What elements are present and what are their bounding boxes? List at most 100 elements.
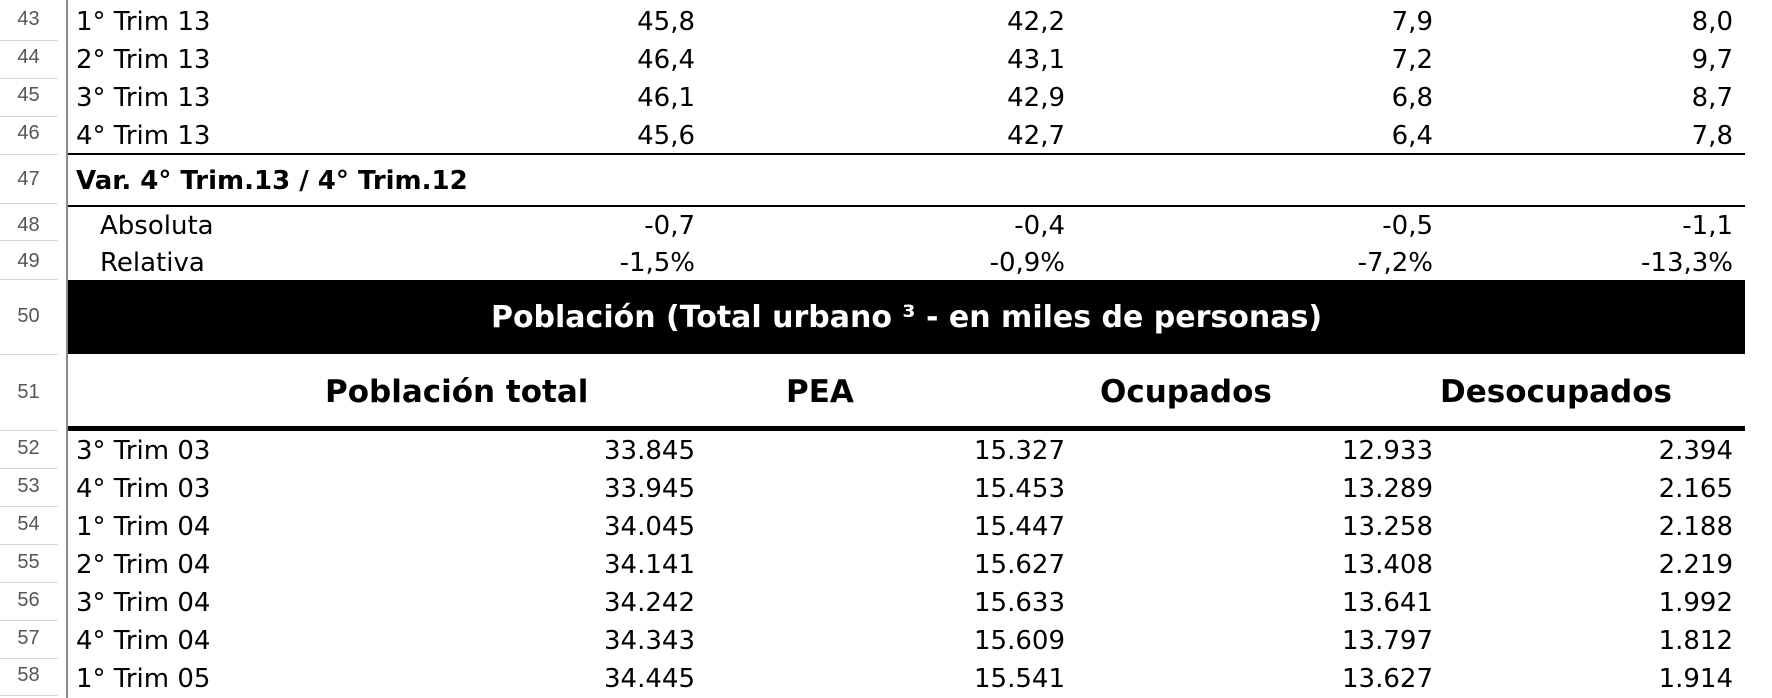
row-number[interactable]: 49 [17,250,40,272]
value-cell[interactable]: 6,8 [1391,83,1433,113]
value-cell[interactable]: -13,3% [1641,248,1733,278]
row-number[interactable]: 48 [17,214,40,236]
row-number[interactable]: 46 [17,122,40,144]
value-cell[interactable]: 15.327 [974,436,1065,466]
value-cell[interactable]: 45,8 [637,7,695,37]
value-cell[interactable]: 13.289 [1342,474,1433,504]
value-cell[interactable]: 13.797 [1342,626,1433,656]
value-cell[interactable]: 42,2 [1007,7,1065,37]
row-label-cell[interactable]: 4° Trim 03 [76,474,211,504]
row-number[interactable]: 52 [17,437,40,459]
row-separator [0,203,58,204]
row-separator [0,116,58,117]
row-label-cell[interactable]: 3° Trim 04 [76,588,211,618]
value-cell[interactable]: 46,4 [637,45,695,75]
value-cell[interactable]: -1,1 [1682,211,1733,241]
variation-title[interactable]: Var. 4° Trim.13 / 4° Trim.12 [76,166,468,196]
value-cell[interactable]: 15.453 [974,474,1065,504]
value-cell[interactable]: 13.408 [1342,550,1433,580]
value-cell[interactable]: 2.165 [1658,474,1733,504]
row-number[interactable]: 43 [17,8,40,30]
column-header-desocupados[interactable]: Desocupados [1440,374,1673,410]
row-number[interactable]: 51 [17,381,40,403]
value-cell[interactable]: 33.945 [604,474,695,504]
row-label-cell[interactable]: 4° Trim 13 [76,121,211,151]
row-number[interactable]: 54 [17,513,40,535]
value-cell[interactable]: 34.045 [604,512,695,542]
value-cell[interactable]: 8,0 [1691,7,1733,37]
value-cell[interactable]: 1.992 [1658,588,1733,618]
value-cell[interactable]: -0,7 [644,211,695,241]
row-label-cell[interactable]: Absoluta [100,211,214,241]
row-label-cell[interactable]: 3° Trim 03 [76,436,211,466]
column-header-pea[interactable]: PEA [786,374,854,410]
value-cell[interactable]: 13.641 [1342,588,1433,618]
value-cell[interactable]: 7,8 [1691,121,1733,151]
row-separator [0,506,58,507]
section-banner[interactable]: Población (Total urbano ³ - en miles de … [68,280,1745,354]
row-label-cell[interactable]: 2° Trim 13 [76,45,211,75]
value-cell[interactable]: 15.541 [974,664,1065,694]
row-separator [0,154,58,155]
value-cell[interactable]: 15.633 [974,588,1065,618]
value-cell[interactable]: 13.258 [1342,512,1433,542]
row-separator [0,468,58,469]
value-cell[interactable]: 1.914 [1658,664,1733,694]
row-number[interactable]: 47 [17,168,40,190]
value-cell[interactable]: -0,4 [1014,211,1065,241]
row-separator [0,658,58,659]
row-number[interactable]: 45 [17,84,40,106]
value-cell[interactable]: 9,7 [1691,45,1733,75]
row-number[interactable]: 50 [17,305,40,327]
value-cell[interactable]: 7,9 [1391,7,1433,37]
value-cell[interactable]: 8,7 [1691,83,1733,113]
row-number[interactable]: 56 [17,589,40,611]
value-cell[interactable]: 46,1 [637,83,695,113]
value-cell[interactable]: 42,7 [1007,121,1065,151]
row-label-cell[interactable]: 1° Trim 13 [76,7,211,37]
value-cell[interactable]: 43,1 [1007,45,1065,75]
row-separator [0,279,58,280]
row-label-cell[interactable]: 4° Trim 04 [76,626,211,656]
value-cell[interactable]: 2.394 [1658,436,1733,466]
row-number[interactable]: 57 [17,627,40,649]
row-separator [0,620,58,621]
row-label-cell[interactable]: 1° Trim 04 [76,512,211,542]
value-cell[interactable]: 15.447 [974,512,1065,542]
value-cell[interactable]: 45,6 [637,121,695,151]
value-cell[interactable]: 2.188 [1658,512,1733,542]
value-cell[interactable]: 15.627 [974,550,1065,580]
value-cell[interactable]: 34.445 [604,664,695,694]
value-cell[interactable]: 15.609 [974,626,1065,656]
value-cell[interactable]: 7,2 [1391,45,1433,75]
value-cell[interactable]: -1,5% [619,248,695,278]
row-number[interactable]: 44 [17,46,40,68]
row-label-cell[interactable]: 1° Trim 05 [76,664,211,694]
value-cell[interactable]: 6,4 [1391,121,1433,151]
row-separator [0,354,58,355]
column-header-poblacion-total[interactable]: Población total [325,374,589,410]
row-number[interactable]: 55 [17,551,40,573]
row-label-cell[interactable]: Relativa [100,248,205,278]
value-cell[interactable]: 12.933 [1342,436,1433,466]
value-cell[interactable]: 34.242 [604,588,695,618]
value-cell[interactable]: -7,2% [1357,248,1433,278]
value-cell[interactable]: 13.627 [1342,664,1433,694]
row-number[interactable]: 58 [17,664,40,686]
row-separator [0,695,58,696]
row-number[interactable]: 53 [17,475,40,497]
value-cell[interactable]: 1.812 [1658,626,1733,656]
value-cell[interactable]: 42,9 [1007,83,1065,113]
section-banner-text: Población (Total urbano ³ - en miles de … [490,299,1323,335]
column-header-ocupados[interactable]: Ocupados [1100,374,1272,410]
value-cell[interactable]: -0,5 [1382,211,1433,241]
value-cell[interactable]: 2.219 [1658,550,1733,580]
value-cell[interactable]: 34.141 [604,550,695,580]
value-cell[interactable]: -0,9% [989,248,1065,278]
value-cell[interactable]: 34.343 [604,626,695,656]
value-cell[interactable]: 33.845 [604,436,695,466]
table-border [68,153,1745,155]
row-label-cell[interactable]: 2° Trim 04 [76,550,211,580]
row-label-cell[interactable]: 3° Trim 13 [76,83,211,113]
